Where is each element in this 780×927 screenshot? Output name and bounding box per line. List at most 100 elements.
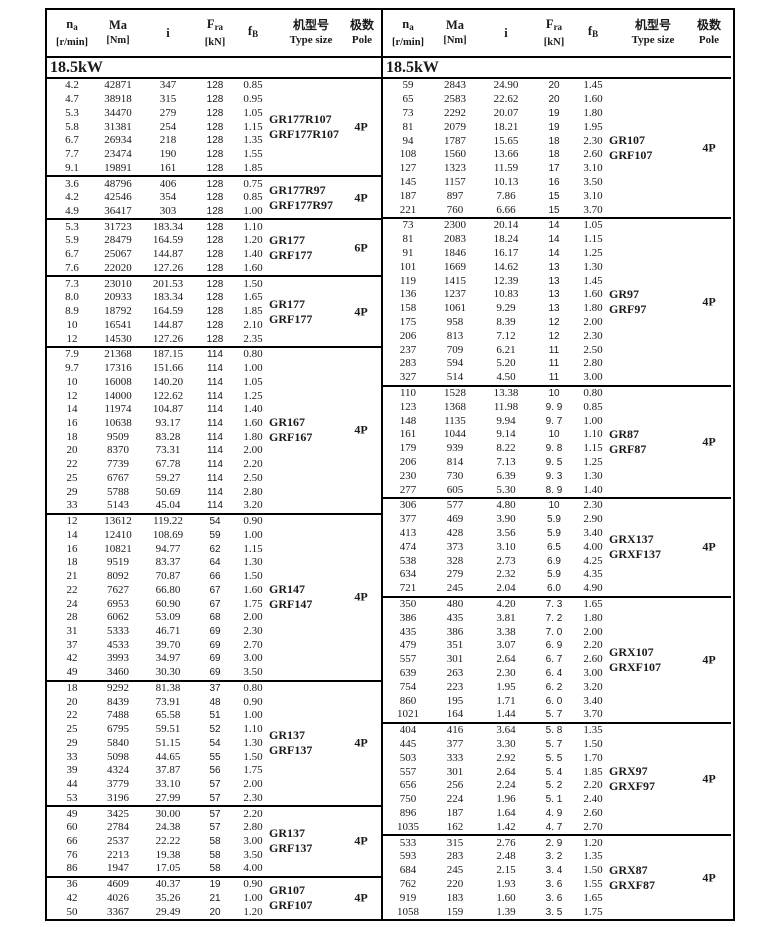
type-size-value: GR107 GRF107 [609, 133, 652, 163]
column-header-fra: Fra [kN] [197, 10, 233, 56]
cell-ma: 9519 [107, 556, 129, 569]
cell-fra: 2. 9 [545, 837, 563, 849]
cell-i: 10.13 [493, 175, 519, 188]
table-row: 350 480 4.20 7. 3 1.65 [383, 598, 731, 612]
table-row: 42 4026 35.26 21 1.00 [47, 892, 381, 906]
cell-i: 94.77 [155, 542, 181, 555]
cell-ma: 5840 [107, 736, 129, 749]
cell-i: 24.90 [493, 79, 519, 92]
type-size-value: GR177 GRF177 [269, 297, 312, 327]
table-row: 479 351 3.07 6. 9 2.20 [383, 639, 731, 653]
table-row: 4.2 42871 347 128 0.85 [47, 79, 381, 93]
cell-ma: 23010 [104, 277, 132, 290]
cell-i: 2.24 [496, 779, 516, 792]
cell-i: 187.15 [152, 348, 184, 361]
type-size-value: GRX87 GRXF87 [609, 863, 655, 893]
cell-fb: 1.30 [583, 260, 603, 273]
table-row: 10 16008 140.20 114 1.05 [47, 375, 381, 389]
cell-fra: 7. 2 [545, 612, 563, 624]
cell-na: 42 [66, 652, 78, 665]
cell-fra: 6. 4 [545, 667, 563, 679]
cell-fb: 2.30 [243, 624, 263, 637]
cell-fb: 1.00 [243, 362, 263, 375]
cell-fb: 3.20 [583, 680, 603, 693]
cell-i: 40.37 [155, 878, 181, 891]
cell-i: 17.05 [155, 862, 181, 875]
table-row: 22 7488 65.58 51 1.00 [47, 709, 381, 723]
spec-table: na [r/min] Ma [Nm] i Fra [kN] [45, 8, 735, 921]
cell-na: 16 [66, 542, 78, 555]
column-header-fra: Fra [kN] [535, 10, 573, 56]
cell-fb: 0.85 [243, 79, 263, 92]
cell-fb: 3.10 [583, 162, 603, 175]
cell-fb: 1.00 [243, 891, 263, 904]
table-row: 6.7 26934 218 128 1.35 [47, 134, 381, 148]
cell-i: 15.65 [493, 134, 519, 147]
cell-fra: 3. 2 [545, 851, 563, 863]
cell-i: 5.20 [496, 357, 516, 370]
table-row: 12 13612 119.22 54 0.90 [47, 515, 381, 529]
group-rows: 36 4609 40.37 19 0.90 42 4026 35.26 21 1.00 50 3367… [47, 878, 381, 919]
cell-ma: 6062 [107, 611, 129, 624]
cell-na: 445 [399, 737, 417, 750]
type-size-group: 404 416 3.64 5. 8 1.35 445 377 3.30 5. 7 1.50 503 3… [383, 721, 731, 834]
cell-i: 2.92 [496, 751, 516, 764]
cell-na: 21 [66, 570, 78, 583]
table-row: 6.7 25067 144.87 128 1.40 [47, 248, 381, 262]
table-row: 896 187 1.64 4. 9 2.60 [383, 807, 731, 821]
table-row: 50 3367 29.49 20 1.20 [47, 905, 381, 919]
cell-fra: 4. 7 [545, 821, 563, 833]
cell-fb: 1.50 [243, 277, 263, 290]
pole-value: 4P [354, 422, 368, 437]
cell-fb: 2.50 [243, 471, 263, 484]
type-size-line: GRX137 [609, 532, 654, 547]
cell-fra: 9. 7 [545, 415, 563, 427]
cell-fb: 2.60 [583, 806, 603, 819]
cell-fb: 2.20 [243, 807, 263, 820]
table-row: 16 10638 93.17 114 1.60 [47, 417, 381, 431]
cell-ma: 328 [446, 554, 464, 567]
cell-i: 9.94 [496, 414, 516, 427]
cell-fb: 2.00 [583, 625, 603, 638]
cell-fra: 114 [207, 431, 223, 443]
table-row: 474 373 3.10 6.5 4.00 [383, 540, 731, 554]
cell-ma: 3367 [107, 905, 129, 918]
type-size-group: 7.3 23010 201.53 128 1.50 8.0 20933 183.34 128 1.… [47, 275, 381, 346]
cell-ma: 301 [446, 765, 464, 778]
table-row: 538 328 2.73 6.9 4.25 [383, 554, 731, 568]
cell-i: 8.39 [496, 315, 516, 328]
cell-fb: 1.15 [583, 442, 603, 455]
table-row: 413 428 3.56 5.9 3.40 [383, 527, 731, 541]
table-row: 49 3460 30.30 69 3.50 [47, 666, 381, 680]
table-row: 18 9519 83.37 64 1.30 [47, 556, 381, 570]
cell-fb: 1.60 [583, 93, 603, 106]
cell-fra: 5. 7 [545, 738, 563, 750]
type-size-line: GRX97 [609, 764, 648, 778]
cell-fb: 2.10 [243, 318, 263, 331]
type-size-label-cn: 机型号 [634, 18, 671, 32]
cell-i: 2.15 [496, 864, 516, 877]
type-size-line: GRXF107 [609, 659, 661, 674]
cell-na: 206 [399, 329, 417, 342]
cell-na: 6.7 [65, 134, 79, 147]
cell-i: 6.39 [496, 469, 516, 482]
cell-fra: 128 [206, 221, 224, 233]
cell-na: 7.9 [65, 348, 79, 361]
na-label: na [402, 16, 414, 32]
type-size-label-cn: 机型号 [292, 18, 329, 32]
cell-fb: 1.00 [243, 204, 263, 217]
cell-fra: 20 [548, 94, 560, 106]
table-row: 127 1323 11.59 17 3.10 [383, 162, 731, 176]
table-row: 206 813 7.12 12 2.30 [383, 329, 731, 343]
cell-ma: 17316 [104, 362, 132, 375]
cell-fb: 1.25 [583, 455, 603, 468]
pole-label-cn: 极数 [696, 18, 721, 32]
table-row: 148 1135 9.94 9. 7 1.00 [383, 414, 731, 428]
fra-unit: [kN] [204, 36, 226, 48]
cell-fb: 3.00 [243, 834, 263, 847]
cell-fb: 3.70 [583, 708, 603, 721]
cell-fra: 54 [209, 516, 221, 528]
cell-ma: 164 [446, 708, 464, 721]
cell-ma: 377 [446, 737, 464, 750]
cell-i: 151.66 [152, 362, 184, 375]
